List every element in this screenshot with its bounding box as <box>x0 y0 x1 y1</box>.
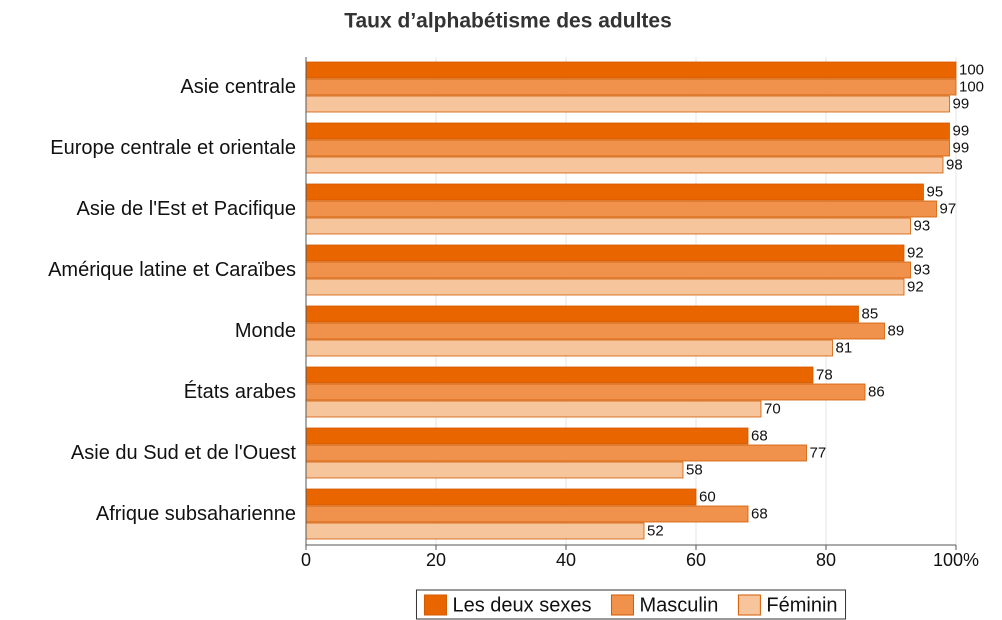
data-label: 60 <box>699 488 716 505</box>
data-label: 93 <box>914 261 931 278</box>
data-label: 95 <box>927 183 944 200</box>
bar <box>305 156 944 174</box>
bar <box>305 488 697 506</box>
data-label: 100 <box>959 61 984 78</box>
legend: Les deux sexes Masculin Féminin <box>415 589 847 620</box>
y-tick-label: États arabes <box>184 380 296 403</box>
data-label: 89 <box>888 322 905 339</box>
y-tick-label: Afrique subsaharienne <box>96 503 296 525</box>
legend-swatch <box>737 594 761 616</box>
legend-swatch <box>423 594 447 616</box>
y-tick-label: Asie de l'Est et Pacifique <box>77 198 297 220</box>
data-label: 52 <box>647 522 664 539</box>
bar <box>305 339 833 357</box>
legend-label: Féminin <box>766 594 837 616</box>
data-label: 99 <box>953 122 970 139</box>
y-tick-label: Monde <box>235 320 296 342</box>
bar <box>305 461 684 479</box>
data-label: 81 <box>836 339 853 356</box>
bar <box>305 444 807 462</box>
y-tick-label: Amérique latine et Caraïbes <box>48 259 296 281</box>
data-label: 98 <box>946 156 963 173</box>
x-tick-label: 80 <box>816 550 836 570</box>
y-tick-label: Europe centrale et orientale <box>50 137 296 159</box>
data-label: 100 <box>959 78 984 95</box>
data-label: 68 <box>751 505 768 522</box>
data-label: 85 <box>862 305 879 322</box>
bar <box>305 183 924 201</box>
bar <box>305 95 950 113</box>
chart-title: Taux d’alphabétisme des adultes <box>344 10 672 33</box>
data-label: 92 <box>907 244 924 261</box>
data-label: 86 <box>868 383 885 400</box>
data-label: 93 <box>914 217 931 234</box>
bar <box>305 217 911 235</box>
bar <box>305 278 905 296</box>
data-label: 77 <box>810 444 827 461</box>
bar <box>305 505 749 523</box>
bar <box>305 427 749 445</box>
y-tick-label: Asie du Sud et de l'Ouest <box>71 442 297 464</box>
x-tick-label: 60 <box>686 550 706 570</box>
bar <box>305 366 814 384</box>
bar <box>305 322 885 340</box>
x-tick-label: 0 <box>301 550 311 570</box>
bar <box>305 522 645 540</box>
legend-label: Masculin <box>639 594 718 616</box>
bar <box>305 383 866 401</box>
bar <box>305 139 950 157</box>
data-label: 70 <box>764 400 781 417</box>
data-label: 58 <box>686 461 703 478</box>
x-tick-label: 20 <box>426 550 446 570</box>
bar <box>305 200 937 218</box>
y-tick-label: Asie centrale <box>180 76 296 98</box>
data-label: 78 <box>816 366 833 383</box>
x-tick-label: 100% <box>933 550 979 570</box>
bar <box>305 400 762 418</box>
x-tick-label: 40 <box>556 550 576 570</box>
data-label: 99 <box>953 95 970 112</box>
data-label: 68 <box>751 427 768 444</box>
bar <box>305 305 859 323</box>
bar <box>305 261 911 279</box>
bar <box>305 122 950 140</box>
bar <box>305 61 957 79</box>
bar <box>305 244 905 262</box>
legend-label: Les deux sexes <box>452 594 591 616</box>
bar <box>305 78 957 96</box>
legend-swatch <box>610 594 634 616</box>
data-label: 97 <box>940 200 957 217</box>
data-label: 99 <box>953 139 970 156</box>
data-label: 92 <box>907 278 924 295</box>
